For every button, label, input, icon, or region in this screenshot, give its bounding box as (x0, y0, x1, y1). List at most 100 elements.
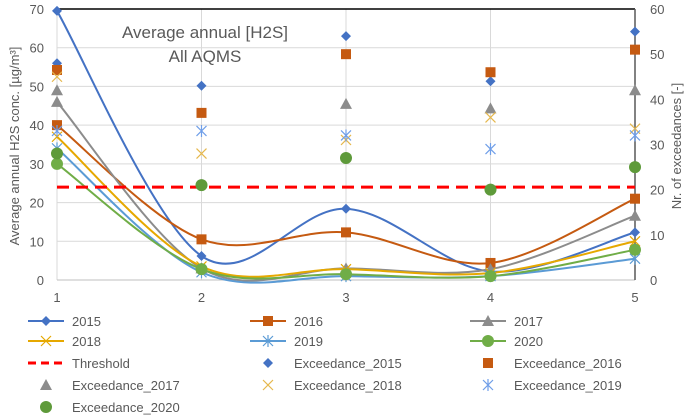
y2-tick-label: 0 (650, 273, 657, 288)
legend-label: Exceedance_2017 (72, 378, 180, 393)
triangle-marker (40, 379, 52, 390)
diamond-marker (196, 80, 207, 91)
legend-label: 2018 (72, 334, 101, 349)
legend-item: Exceedance_2018 (262, 378, 402, 393)
legend-item: 2020 (470, 334, 543, 349)
square-marker (341, 227, 351, 238)
circle-marker (195, 179, 208, 192)
circle-marker (482, 335, 494, 347)
x-tick-label: 2 (198, 290, 205, 305)
square-marker (263, 316, 273, 326)
triangle-marker (629, 209, 641, 221)
y2-tick-label: 60 (650, 2, 664, 17)
asterisk-marker (340, 129, 352, 142)
y-tick-label: 40 (30, 118, 44, 133)
diamond-marker (41, 316, 51, 326)
legend-item: 2016 (250, 314, 323, 329)
circle-marker (340, 268, 352, 281)
square-marker (196, 234, 207, 245)
triangle-marker (484, 102, 497, 114)
series-exceedance_2016 (52, 44, 640, 118)
y-tick-label: 30 (30, 157, 44, 172)
y-tick-label: 10 (30, 234, 44, 249)
x-tick-label: 1 (53, 290, 60, 305)
asterisk-marker (485, 143, 496, 156)
y2-tick-label: 10 (650, 228, 664, 243)
chart-subtitle: All AQMS (169, 47, 242, 66)
asterisk-marker (629, 129, 641, 142)
legend-label: 2017 (514, 314, 543, 329)
x-tick-label: 4 (487, 290, 494, 305)
square-marker (630, 193, 640, 204)
series-exceedance_2017 (51, 84, 641, 114)
y-tick-label: 20 (30, 196, 44, 211)
asterisk-marker (262, 335, 274, 347)
y2-tick-label: 40 (650, 92, 664, 107)
legend-label: 2020 (514, 334, 543, 349)
circle-marker (340, 152, 352, 165)
legend-item: 2017 (470, 314, 543, 329)
legend: 2015 2016 2017 2018 2019 2020 Threshold Exceeda… (28, 314, 622, 415)
x-marker (196, 148, 207, 159)
circle-marker (40, 401, 52, 413)
diamond-marker (630, 227, 640, 238)
diamond-marker (630, 26, 640, 37)
legend-label: Exceedance_2019 (514, 378, 622, 393)
square-marker (485, 67, 496, 78)
square-marker (630, 44, 640, 55)
y2-axis-label: Nr. of exceedances [-] (669, 83, 684, 209)
legend-item: Exceedance_2016 (483, 356, 622, 371)
legend-item: 2018 (28, 334, 101, 349)
y-axis-label: Average annual H2S conc. [µg/m³] (7, 47, 22, 246)
legend-label: Exceedance_2020 (72, 400, 180, 415)
legend-label: 2015 (72, 314, 101, 329)
x-marker (51, 71, 63, 83)
asterisk-marker (51, 124, 63, 137)
circle-marker (484, 183, 497, 196)
circle-marker (51, 157, 63, 170)
triangle-marker (51, 95, 63, 107)
triangle-marker (51, 84, 63, 96)
legend-label: Exceedance_2018 (294, 378, 402, 393)
circle-marker (195, 263, 208, 276)
circle-marker (629, 161, 641, 174)
series-exceedance_2015 (52, 26, 640, 91)
x-marker (40, 335, 52, 347)
legend-item: Exceedance_2015 (263, 356, 402, 371)
square-marker (485, 257, 496, 268)
legend-item: Threshold (28, 356, 130, 371)
x-marker (629, 235, 641, 247)
circle-marker (51, 147, 63, 160)
circle-marker (629, 243, 641, 256)
y-tick-label: 0 (37, 273, 44, 288)
legend-label: Exceedance_2016 (514, 356, 622, 371)
x-marker (262, 379, 274, 391)
diamond-marker (52, 5, 62, 16)
y-tick-label: 60 (30, 41, 44, 56)
series-exceedance_2020 (51, 147, 641, 196)
series-line (56, 10, 636, 273)
diamond-marker (485, 76, 496, 87)
legend-item: Exceedance_2020 (40, 400, 180, 415)
x-tick-label: 3 (342, 290, 349, 305)
square-marker (341, 49, 351, 60)
legend-item: 2015 (28, 314, 101, 329)
diamond-marker (341, 203, 351, 214)
legend-item: 2019 (250, 334, 323, 349)
square-marker (52, 64, 62, 75)
legend-item: Exceedance_2019 (482, 378, 622, 393)
legend-label: 2016 (294, 314, 323, 329)
legend-item: Exceedance_2017 (40, 378, 180, 393)
series-exceedance_2019 (51, 124, 641, 156)
x-tick-label: 5 (631, 290, 638, 305)
y2-tick-label: 20 (650, 183, 664, 198)
circle-marker (484, 270, 497, 283)
asterisk-marker (196, 124, 207, 137)
tick-labels: 0 10 20 30 40 50 60 70 0 10 20 30 40 50 60 1 2 3 4 5 (30, 2, 665, 305)
legend-label: 2019 (294, 334, 323, 349)
triangle-marker (340, 97, 352, 109)
series-2020 (51, 157, 641, 283)
legend-label: Threshold (72, 356, 130, 371)
diamond-marker (341, 31, 351, 42)
